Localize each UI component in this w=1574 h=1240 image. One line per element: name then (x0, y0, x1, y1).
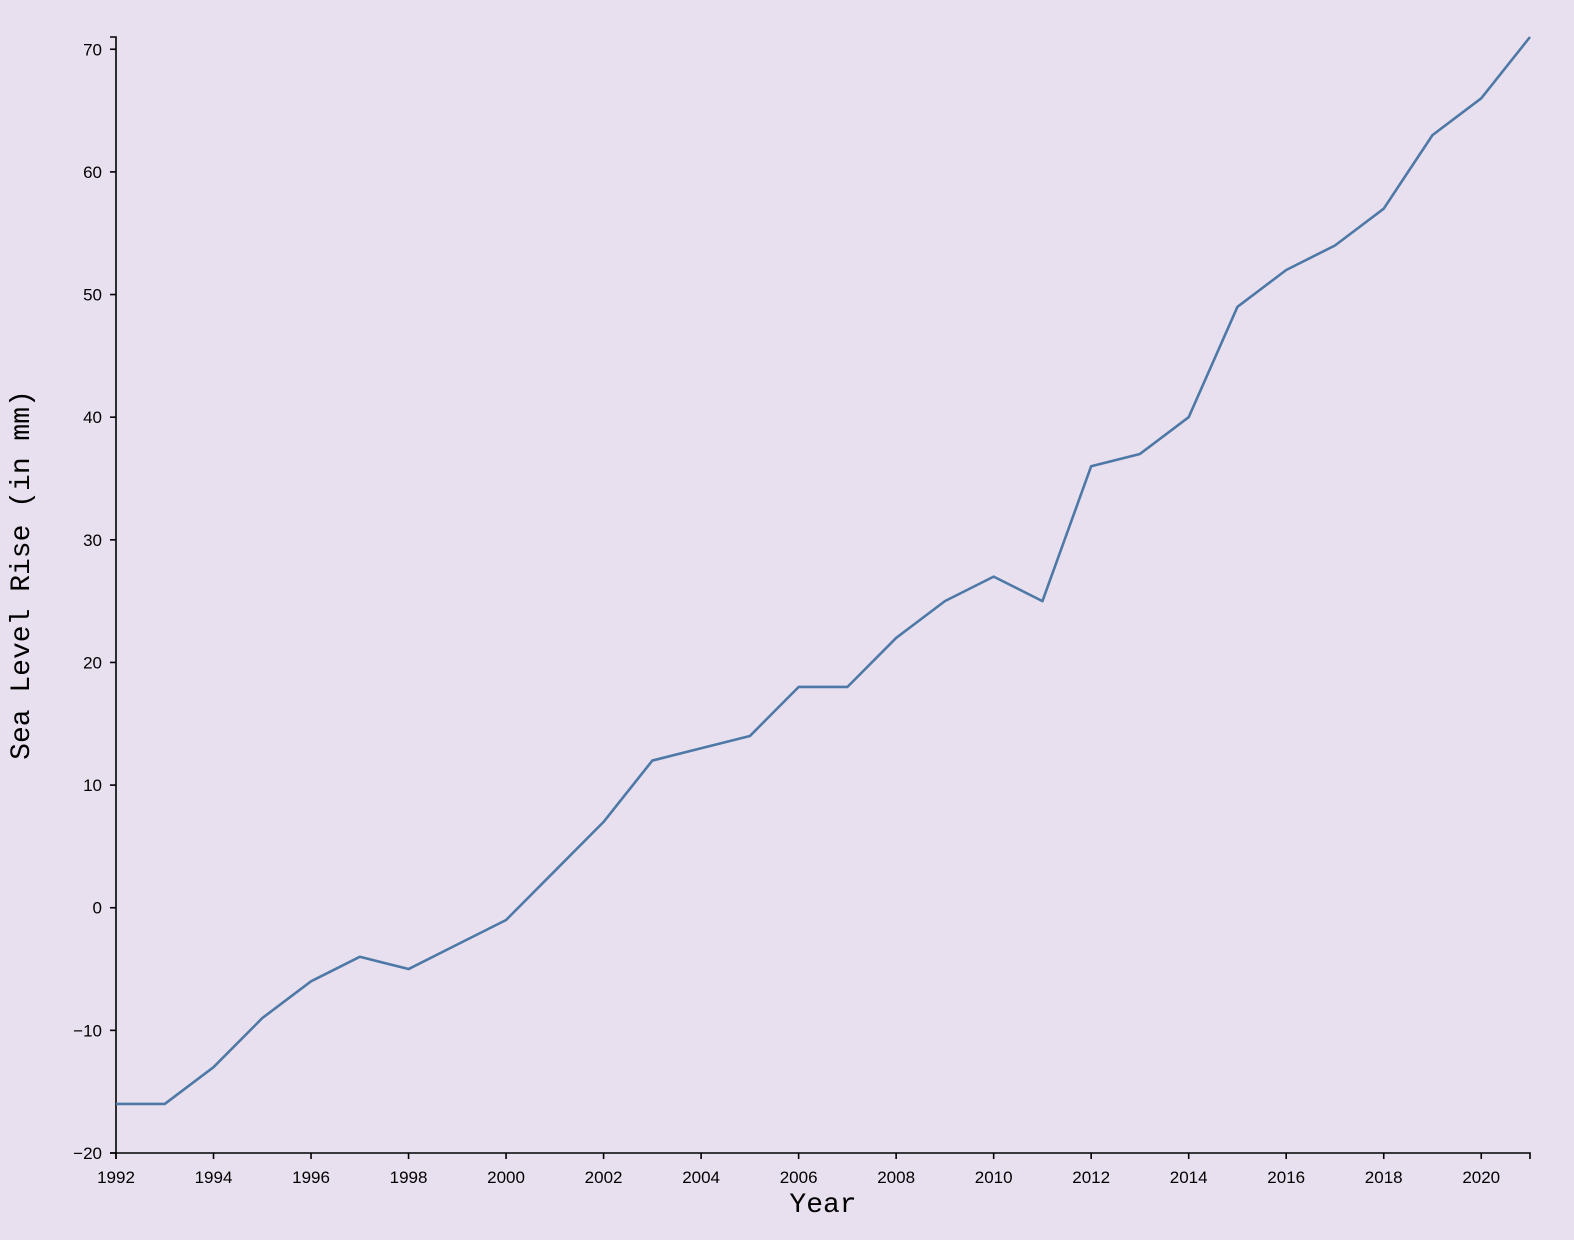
y-tick-label: 50 (83, 286, 102, 305)
x-tick-label: 1998 (390, 1168, 428, 1187)
x-tick-label: 2020 (1462, 1168, 1500, 1187)
x-tick-label: 1994 (195, 1168, 233, 1187)
x-tick-label: 2008 (877, 1168, 915, 1187)
x-tick-label: 2018 (1365, 1168, 1403, 1187)
x-axis-line (115, 1152, 1531, 1159)
x-tick-label: 1996 (292, 1168, 330, 1187)
y-tick-label: 30 (83, 531, 102, 550)
x-tick-label: 2002 (585, 1168, 623, 1187)
y-axis-title: Sea Level Rise (in mm) (7, 390, 38, 760)
y-tick-label: 0 (93, 899, 102, 918)
x-axis: 1992 1994 1996 1998 2000 2002 2004 2006 2008 2010… (97, 1152, 1531, 1187)
y-axis: −20 −10 0 10 20 30 40 50 60 70 (73, 36, 117, 1163)
series-line-0 (116, 36, 1532, 1106)
x-tick-label: 2010 (975, 1168, 1013, 1187)
y-tick-label: −20 (73, 1144, 102, 1163)
x-axis-title: Year (789, 1190, 856, 1221)
series-layer (116, 36, 1532, 1106)
y-tick-label: 40 (83, 408, 102, 427)
y-tick-label: −10 (73, 1021, 102, 1040)
x-tick-label: 1992 (97, 1168, 135, 1187)
y-axis-line (110, 36, 117, 1154)
x-tick-label: 2014 (1170, 1168, 1208, 1187)
y-tick-label: 70 (83, 40, 102, 59)
x-tick-label: 2012 (1072, 1168, 1110, 1187)
x-tick-label: 2016 (1267, 1168, 1305, 1187)
x-tick-label: 2004 (682, 1168, 720, 1187)
y-tick-label: 20 (83, 653, 102, 672)
y-tick-label: 10 (83, 776, 102, 795)
x-tick-label: 2000 (487, 1168, 525, 1187)
x-tick-label: 2006 (780, 1168, 818, 1187)
y-tick-label: 60 (83, 163, 102, 182)
